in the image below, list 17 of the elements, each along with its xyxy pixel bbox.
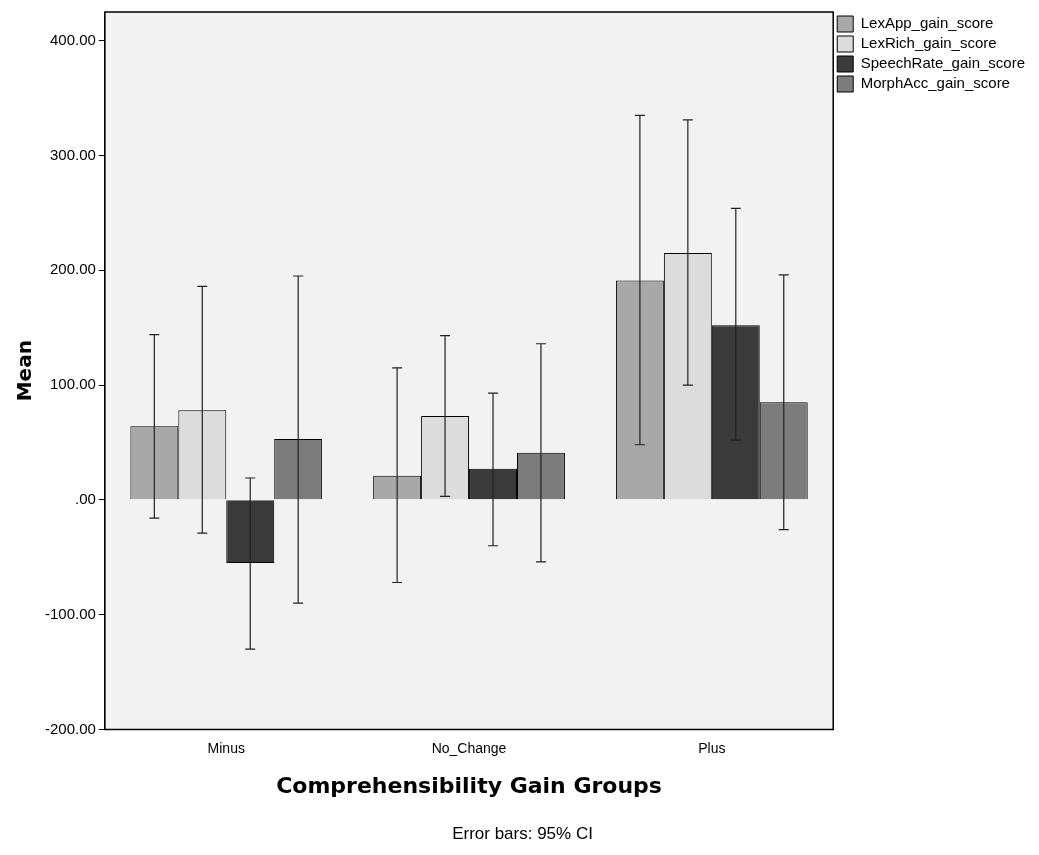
y-tick-label: 100.00 (49, 375, 96, 393)
y-tick-label: 400.00 (49, 30, 96, 48)
legend-label: LexRich_gain_score (860, 34, 997, 52)
y-tick-label: -200.00 (45, 719, 96, 737)
y-tick-label: .00 (75, 489, 96, 507)
x-tick-label: Minus (207, 739, 245, 756)
x-axis-title: Comprehensibility Gain Groups (276, 773, 662, 799)
legend-label: MorphAcc_gain_score (860, 74, 1010, 92)
legend-label: SpeechRate_gain_score (860, 54, 1026, 72)
x-tick-label: Plus (698, 739, 726, 756)
y-axis-title: Mean (12, 340, 37, 402)
text: Error bars: 95% CI (452, 824, 593, 844)
y-tick-label: -100.00 (45, 604, 96, 622)
y-tick-label: 200.00 (49, 260, 96, 278)
y-tick-label: 300.00 (49, 145, 96, 163)
x-tick-label: No_Change (431, 739, 507, 756)
legend-label: LexApp_gain_score (860, 14, 994, 32)
